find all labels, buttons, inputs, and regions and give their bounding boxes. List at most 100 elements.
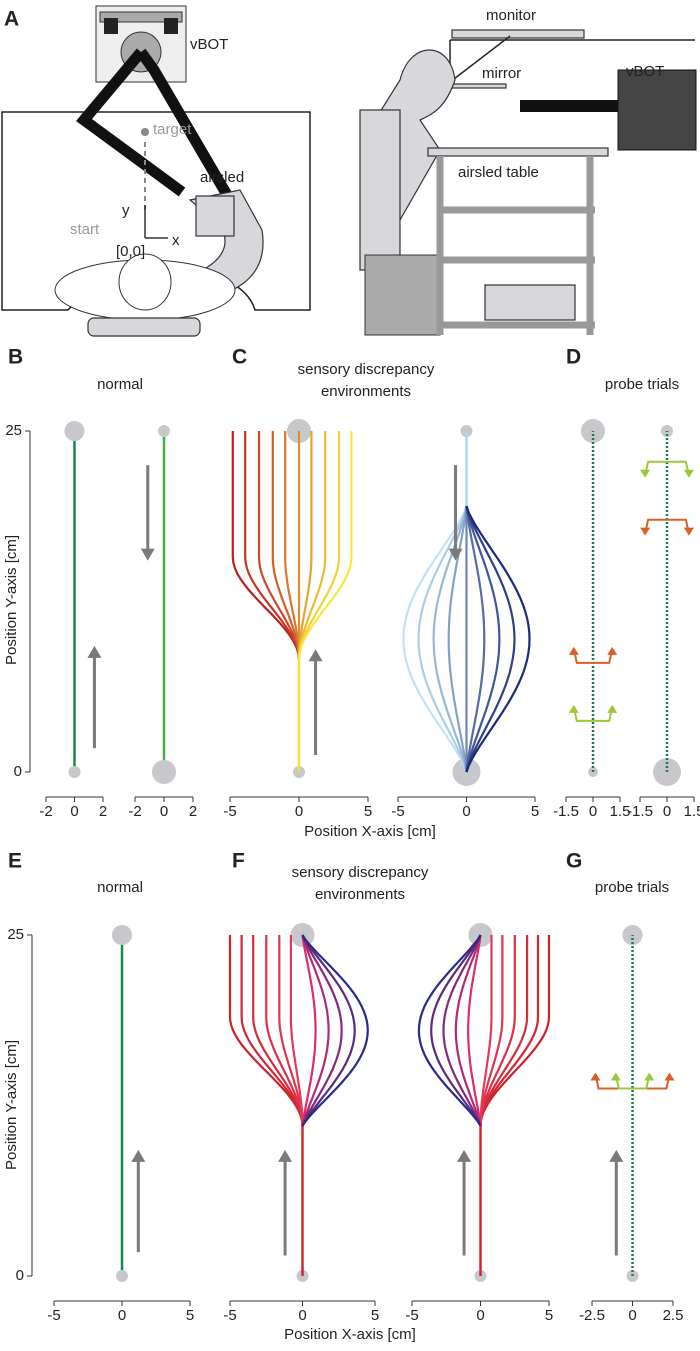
label: vBOT [190, 36, 228, 53]
x-tick-label: -1.5 [627, 803, 653, 820]
x-tick-label: -2.5 [579, 1307, 605, 1324]
target-circle [112, 925, 132, 945]
probe-arrow-head [640, 527, 651, 536]
probe-arrow-head [568, 646, 579, 655]
x-tick-label: -1.5 [553, 803, 579, 820]
y-axis-label: Position Y-axis [cm] [3, 1040, 20, 1170]
probe-arrow-head [568, 704, 579, 713]
label: airsled [200, 169, 244, 186]
x-tick-label: 0 [663, 803, 671, 820]
x-tick-label: 1.5 [684, 803, 700, 820]
trajectory [301, 934, 317, 1127]
x-tick-label: -5 [223, 803, 236, 820]
trajectory [430, 934, 482, 1127]
probe-arrow-head [640, 469, 651, 478]
table-frame [436, 156, 595, 335]
x-tick-label: -5 [405, 1307, 418, 1324]
panel-title: environments [315, 886, 405, 903]
mirror [447, 83, 507, 89]
label: airsled table [458, 164, 539, 181]
direction-arrow-head [87, 645, 102, 658]
vbot-motor [164, 18, 178, 34]
axes-arrows [144, 205, 168, 239]
panel-title: normal [97, 376, 143, 393]
probe-arrow-head [644, 1072, 655, 1081]
vbot-arm [520, 100, 620, 112]
x-tick-label: -5 [391, 803, 404, 820]
direction-arrow-head [140, 548, 155, 561]
x-tick-label: 2.5 [663, 1307, 684, 1324]
label: start [70, 221, 100, 238]
trajectory [278, 935, 304, 1127]
panel-label: C [232, 346, 247, 369]
panel-title: normal [97, 879, 143, 896]
y-tick-label: 0 [14, 763, 22, 780]
x-tick-label: 5 [364, 803, 372, 820]
trajectory [465, 505, 501, 773]
trajectory [572, 648, 614, 664]
trajectory [479, 935, 504, 1127]
panel-title: sensory discrepancy [292, 864, 429, 881]
x-tick-label: 5 [545, 1307, 553, 1324]
label: y [122, 202, 130, 219]
trajectory [297, 431, 341, 660]
probe-arrow-head [607, 646, 618, 655]
trajectory [265, 935, 304, 1127]
trajectory [442, 934, 482, 1127]
y-tick-label: 25 [5, 422, 22, 439]
panel-label: G [566, 850, 582, 873]
panel-label: B [8, 346, 23, 369]
trajectory [301, 934, 356, 1127]
trajectory [240, 935, 304, 1127]
x-tick-label: 0 [462, 803, 470, 820]
trajectory [252, 935, 304, 1127]
label: vBOT [626, 63, 664, 80]
x-tick-label: 0 [476, 1307, 484, 1324]
probe-arrow-head [683, 469, 694, 478]
trajectory [417, 505, 468, 773]
x-tick-label: 2 [99, 803, 107, 820]
trajectory [289, 935, 304, 1127]
trajectory [465, 505, 486, 773]
target-circle [158, 425, 170, 437]
trajectory [228, 935, 304, 1127]
probe-arrow-head [590, 1072, 601, 1081]
y-axis-label: Position Y-axis [cm] [3, 535, 20, 665]
trajectory [301, 934, 369, 1127]
panel-title: environments [321, 383, 411, 400]
x-tick-label: 2 [189, 803, 197, 820]
x-tick-label: 1.5 [610, 803, 631, 820]
trajectory [614, 1074, 651, 1090]
trajectory [572, 706, 614, 722]
target-circle [68, 766, 81, 778]
trajectory [479, 935, 529, 1127]
x-tick-label: 0 [589, 803, 597, 820]
trajectory [479, 935, 540, 1127]
trajectory [257, 431, 301, 660]
trajectory [644, 518, 690, 534]
label: mirror [482, 65, 521, 82]
panel-title: probe trials [605, 376, 679, 393]
x-tick-label: 5 [186, 1307, 194, 1324]
panel-title: sensory discrepancy [298, 361, 435, 378]
label: x [172, 232, 180, 249]
airsled [195, 195, 235, 237]
trajectory [301, 934, 343, 1127]
trajectory [465, 505, 516, 773]
direction-arrow-head [308, 649, 323, 662]
direction-arrow-head [609, 1149, 624, 1162]
trajectory [301, 934, 330, 1127]
vbot-rail [99, 11, 183, 23]
trajectory [465, 505, 531, 773]
x-tick-label: 0 [70, 803, 78, 820]
x-tick-label: 5 [531, 803, 539, 820]
x-tick-label: -2 [128, 803, 141, 820]
trajectory [447, 505, 468, 773]
y-tick-label: 0 [16, 1267, 24, 1284]
x-tick-label: 0 [298, 1307, 306, 1324]
trajectory [417, 934, 482, 1127]
label: monitor [486, 7, 536, 24]
trajectory [402, 505, 468, 773]
trajectory [479, 935, 493, 1127]
x-tick-label: -2 [39, 803, 52, 820]
